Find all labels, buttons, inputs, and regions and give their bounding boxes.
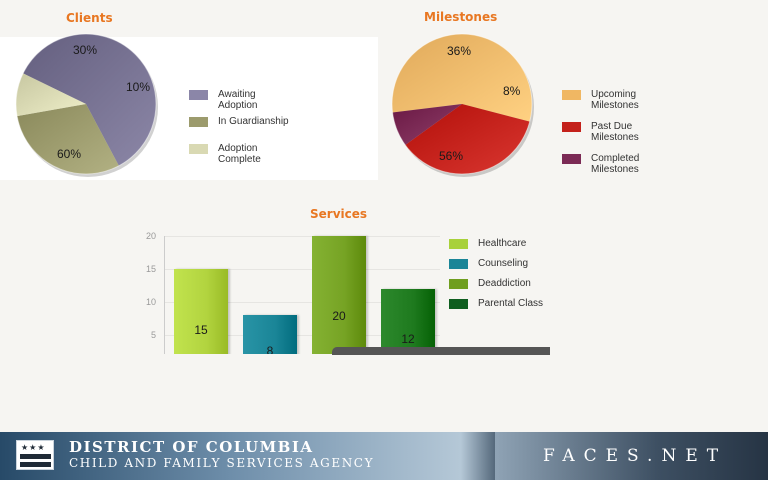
services-legend-swatch xyxy=(449,279,468,289)
services-y-axis xyxy=(164,236,165,354)
clients-legend-label-line: Awaiting xyxy=(218,89,256,100)
milestones-legend-label: Past Due Milestones xyxy=(591,121,639,143)
services-bar-parental-class[interactable] xyxy=(381,288,435,354)
services-y-tick-label: 15 xyxy=(145,264,156,274)
agency-name-line2: CHILD AND FAMILY SERVICES AGENCY xyxy=(69,456,375,470)
milestones-legend-swatch xyxy=(562,90,581,100)
milestones-pie-percent-label: 56% xyxy=(439,149,464,163)
services-bar-counseling[interactable] xyxy=(243,315,297,354)
milestones-legend-label: Completed Milestones xyxy=(591,153,639,175)
services-legend-item[interactable]: Healthcare xyxy=(449,238,543,258)
agency-footer-banner xyxy=(0,432,768,480)
milestones-legend-item[interactable]: Past Due Milestones xyxy=(562,121,639,153)
milestones-legend-label-line: Milestones xyxy=(591,132,639,143)
footer-brand-panel xyxy=(495,432,768,480)
flag-stars-icon: ★★★ xyxy=(21,443,46,452)
faces-net-brand: FACES.NET xyxy=(543,446,728,466)
milestones-legend-item[interactable]: Completed Milestones xyxy=(562,153,639,185)
clients-slice-awaiting-adoption[interactable] xyxy=(23,34,157,166)
milestones-legend-label-line: Past Due xyxy=(591,121,633,132)
services-legend-item[interactable]: Counseling xyxy=(449,258,543,278)
milestones-pie-rim xyxy=(391,33,533,175)
chart-horizontal-scrollbar[interactable] xyxy=(332,347,550,355)
clients-slice-adoption-complete[interactable] xyxy=(16,73,86,117)
services-gridline xyxy=(164,335,440,336)
services-y-tick-label: 10 xyxy=(145,297,156,307)
services-gridline xyxy=(164,236,440,237)
milestones-legend: Upcoming Milestones Past Due Milestones Comp… xyxy=(562,89,639,185)
services-legend-item[interactable]: Deaddiction xyxy=(449,278,543,298)
clients-legend-swatch xyxy=(189,144,208,154)
milestones-legend-label: Upcoming Milestones xyxy=(591,89,639,111)
clients-pie-percent-label: 60% xyxy=(57,147,82,161)
clients-legend-label: Awaiting Adoption xyxy=(218,89,257,111)
clients-legend: Awaiting Adoption In Guardianship Adoption C… xyxy=(189,89,289,170)
services-bar-value-label: 15 xyxy=(194,323,208,338)
agency-name-line1: DISTRICT OF COLUMBIA xyxy=(69,438,314,456)
services-chart-title: Services xyxy=(310,207,368,221)
clients-legend-label: In Guardianship xyxy=(218,116,289,127)
dc-flag-logo: ★★★ xyxy=(16,440,54,470)
services-y-tick-label: 5 xyxy=(150,330,156,340)
clients-legend-item[interactable]: Awaiting Adoption xyxy=(189,89,289,116)
milestones-legend-label-line: Milestones xyxy=(591,164,639,175)
services-legend-swatch xyxy=(449,259,468,269)
clients-legend-label-line: In Guardianship xyxy=(218,116,289,127)
clients-legend-label-line: Adoption xyxy=(218,143,258,154)
flag-stripe xyxy=(20,454,51,459)
milestones-slice-completed-milestones[interactable] xyxy=(392,104,462,145)
services-legend-swatch xyxy=(449,239,468,249)
milestones-pie-percent-label: 36% xyxy=(447,44,472,58)
clients-legend-label-line: Adoption xyxy=(218,100,258,111)
services-legend-swatch xyxy=(449,299,468,309)
services-legend-item[interactable]: Parental Class xyxy=(449,298,543,318)
milestones-legend-label-line: Upcoming xyxy=(591,89,637,100)
services-legend-label: Parental Class xyxy=(478,298,544,309)
services-legend-label: Counseling xyxy=(478,258,529,269)
services-bar-value-label: 12 xyxy=(401,332,415,347)
clients-legend-swatch xyxy=(189,117,208,127)
services-legend-label: Deaddiction xyxy=(478,278,531,289)
milestones-pie-group xyxy=(391,33,534,177)
milestones-pie-percent-label: 8% xyxy=(503,84,521,98)
milestones-legend-label-line: Milestones xyxy=(591,100,639,111)
clients-pie-percent-label: 30% xyxy=(73,43,98,57)
milestones-slice-past-due-milestones[interactable] xyxy=(405,104,530,174)
milestones-legend-label-line: Completed xyxy=(591,153,640,164)
services-bar-value-label: 8 xyxy=(266,344,274,354)
services-bar-chart: 20 15 10 5 15 8 20 12 Healthcare Counseling Deaddi… xyxy=(140,228,550,354)
clients-legend-swatch xyxy=(189,90,208,100)
clients-legend-label: Adoption Complete xyxy=(218,143,261,165)
services-bar-deaddiction[interactable] xyxy=(312,236,366,354)
clients-chart-title: Clients xyxy=(66,11,113,25)
milestones-legend-swatch xyxy=(562,154,581,164)
clients-pie-group xyxy=(15,33,158,177)
milestones-slice-upcoming-milestones[interactable] xyxy=(391,33,532,122)
flag-stripe xyxy=(20,462,51,467)
services-gridline xyxy=(164,302,440,303)
clients-legend-item[interactable]: In Guardianship xyxy=(189,116,289,143)
services-bar-value-label: 20 xyxy=(332,308,346,323)
services-gridline xyxy=(164,269,440,270)
clients-legend-label-line: Complete xyxy=(218,154,261,165)
services-legend-label: Healthcare xyxy=(478,238,527,249)
clients-pie-percent-label: 10% xyxy=(126,80,151,94)
milestones-chart-title: Milestones xyxy=(424,10,498,24)
milestones-legend-swatch xyxy=(562,122,581,132)
services-y-tick-label: 20 xyxy=(145,231,156,241)
clients-legend-item[interactable]: Adoption Complete xyxy=(189,143,289,170)
clients-pie-rim xyxy=(15,33,157,175)
services-bar-healthcare[interactable] xyxy=(174,269,228,354)
clients-slice-in-guardianship[interactable] xyxy=(17,104,119,174)
milestones-legend-item[interactable]: Upcoming Milestones xyxy=(562,89,639,121)
services-legend: Healthcare Counseling Deaddiction Parental … xyxy=(449,238,543,318)
